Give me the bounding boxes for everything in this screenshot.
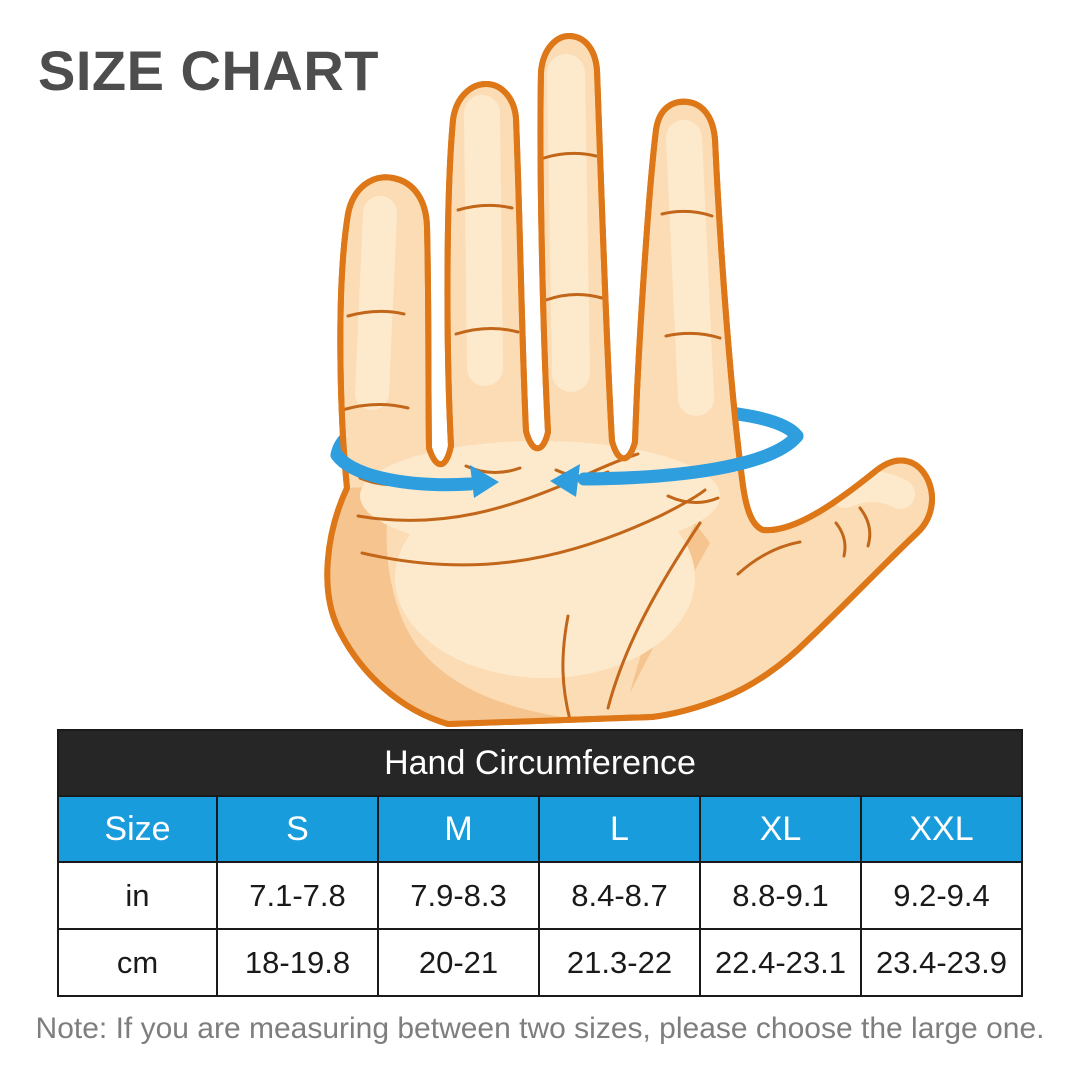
table-title-row: Hand Circumference — [57, 729, 1023, 797]
hand-highlights — [355, 54, 915, 678]
table-cell: 8.8-9.1 — [699, 861, 862, 930]
band-arrowhead-left-pointing — [550, 464, 580, 497]
row-label-in: in — [57, 861, 218, 930]
size-header-row: Size S M L XL XXL — [57, 795, 1023, 863]
table-row-centimeters: cm 18-19.8 20-21 21.3-22 22.4-23.1 23.4-… — [57, 928, 1023, 997]
column-header-xxl: XXL — [860, 795, 1023, 863]
column-header-m: M — [377, 795, 540, 863]
band-arrowhead-right-pointing — [470, 465, 499, 498]
column-header-l: L — [538, 795, 701, 863]
row-label-cm: cm — [57, 928, 218, 997]
table-cell: 23.4-23.9 — [860, 928, 1023, 997]
size-chart-table: Hand Circumference Size S M L XL XXL in … — [57, 729, 1023, 997]
column-header-xl: XL — [699, 795, 862, 863]
table-title-cell: Hand Circumference — [57, 729, 1023, 797]
note-text: Note: If you are measuring between two s… — [35, 1012, 1045, 1045]
column-header-size: Size — [57, 795, 218, 863]
measuring-band-front — [330, 429, 804, 498]
table-cell: 22.4-23.1 — [699, 928, 862, 997]
hand-illustration-icon — [324, 33, 935, 727]
table-cell: 21.3-22 — [538, 928, 701, 997]
table-cell: 20-21 — [377, 928, 540, 997]
table-row-inches: in 7.1-7.8 7.9-8.3 8.4-8.7 8.8-9.1 9.2-9… — [57, 861, 1023, 930]
table-cell: 9.2-9.4 — [860, 861, 1023, 930]
hand-outline — [324, 33, 935, 727]
column-header-s: S — [216, 795, 379, 863]
table-cell: 7.9-8.3 — [377, 861, 540, 930]
page-title: SIZE CHART — [38, 39, 379, 102]
table-cell: 7.1-7.8 — [216, 861, 379, 930]
table-cell: 8.4-8.7 — [538, 861, 701, 930]
table-cell: 18-19.8 — [216, 928, 379, 997]
